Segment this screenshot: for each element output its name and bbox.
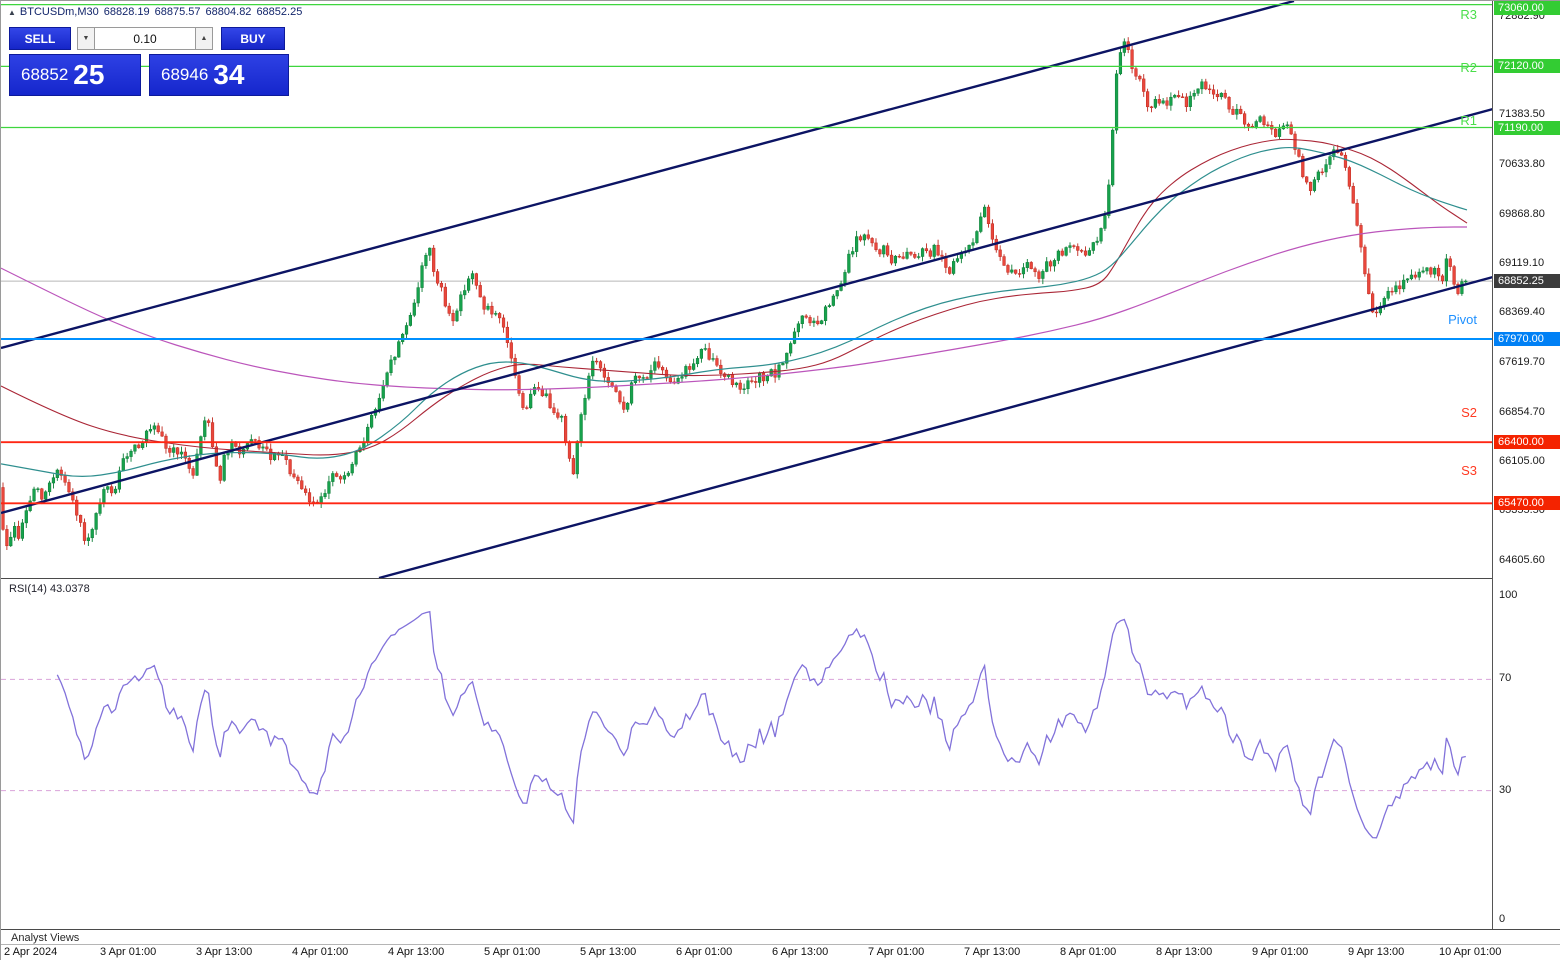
price-rsi-splitter[interactable]	[1, 578, 1560, 579]
ma-red-slow	[1, 138, 1468, 456]
time-label: 3 Apr 13:00	[196, 946, 253, 958]
level-badge-r1: 71190.00	[1494, 120, 1560, 135]
candles	[1, 37, 1468, 550]
trend-channel-line	[1, 107, 1493, 515]
bar-low: 68804.82	[205, 6, 252, 18]
buy-price-button[interactable]: 68946 34	[149, 54, 289, 96]
level-badge-s2: 66400.00	[1494, 435, 1560, 450]
bottom-bar: Analyst Views 2 Apr 2024 3 Apr 01:00 3 Apr…	[1, 930, 1560, 961]
level-badge-pivot: 67970.00	[1494, 332, 1560, 346]
time-axis: 2 Apr 2024 3 Apr 01:00 3 Apr 13:00 4 Apr 01…	[1, 946, 1560, 961]
trend-channel-line	[1, 1, 1295, 350]
price-tick: 66105.00	[1499, 455, 1545, 468]
rsi-line	[56, 610, 1466, 839]
time-label: 4 Apr 01:00	[292, 946, 349, 958]
time-label: 8 Apr 13:00	[1156, 946, 1213, 958]
time-label: 8 Apr 01:00	[1060, 946, 1117, 958]
tab-separator	[1, 944, 1560, 945]
price-axis: 72882.90 71383.50 70633.80 69868.80 69119.10…	[1492, 1, 1560, 929]
price-tick: 67619.70	[1499, 355, 1545, 368]
bar-high: 68875.57	[154, 6, 201, 18]
symbol-timeframe: BTCUSDm,M30	[19, 6, 99, 18]
bar-open: 68828.19	[103, 6, 150, 18]
buy-price-main: 68946	[161, 65, 209, 84]
price-tick: 70633.80	[1499, 157, 1545, 170]
time-label: 7 Apr 01:00	[868, 946, 925, 958]
level-badge-s3: 65470.00	[1494, 496, 1560, 511]
sell-price-button[interactable]: 68852 25	[9, 54, 141, 96]
rsi-label: RSI(14) 43.0378	[9, 583, 90, 595]
price-tick: 64605.60	[1499, 553, 1545, 566]
chart-title: ▲ BTCUSDm,M30 68828.19 68875.57 68804.82 6885…	[8, 6, 302, 18]
time-label: 4 Apr 13:00	[388, 946, 445, 958]
ma-magenta-slowest	[1, 226, 1467, 391]
rsi-tick: 100	[1499, 589, 1518, 601]
sell-price-pips: 25	[73, 59, 105, 90]
price-tick: 69119.10	[1499, 257, 1545, 269]
buy-price-pips: 34	[213, 59, 245, 90]
time-label: 5 Apr 13:00	[580, 946, 637, 958]
volume-dropdown-button[interactable]: ▼	[77, 27, 95, 50]
rsi-indicator-chart[interactable]	[1, 579, 1493, 929]
time-label: 10 Apr 01:00	[1439, 946, 1502, 958]
price-tick: 66854.70	[1499, 405, 1545, 418]
time-label: 3 Apr 01:00	[100, 946, 157, 958]
time-label: 5 Apr 01:00	[484, 946, 541, 958]
ma-teal-mid	[1, 146, 1468, 477]
trend-channel-line	[378, 275, 1493, 578]
bid-price-badge: 68852.25	[1494, 274, 1560, 289]
volume-input[interactable]	[95, 27, 195, 50]
time-label: 6 Apr 13:00	[772, 946, 829, 958]
price-tick: 71383.50	[1499, 108, 1545, 121]
price-tick: 69868.80	[1499, 207, 1545, 220]
rsi-tick: 70	[1499, 672, 1512, 685]
collapse-panel-icon[interactable]: ▲	[8, 8, 16, 17]
time-label: 2 Apr 2024	[4, 946, 58, 958]
tab-analyst-views[interactable]: Analyst Views	[11, 932, 80, 944]
time-label: 6 Apr 01:00	[676, 946, 733, 958]
sell-button[interactable]: SELL	[9, 27, 71, 50]
time-label: 9 Apr 13:00	[1348, 946, 1405, 958]
rsi-bottom-splitter[interactable]	[1, 929, 1560, 930]
rsi-tick: 30	[1499, 783, 1512, 796]
buy-button[interactable]: BUY	[221, 27, 285, 50]
sell-price-main: 68852	[21, 65, 69, 84]
price-chart[interactable]	[1, 1, 1493, 578]
price-tick: 68369.40	[1499, 306, 1545, 319]
level-badge-r2: 72120.00	[1494, 59, 1560, 74]
rsi-tick: 0	[1499, 913, 1506, 925]
time-label: 9 Apr 01:00	[1252, 946, 1309, 958]
one-click-trading-panel: SELL ▼ ▲ BUY 68852 25 68946 34	[9, 27, 289, 96]
volume-increase-button[interactable]: ▲	[195, 27, 213, 50]
bar-close: 68852.25	[256, 6, 303, 18]
time-label: 7 Apr 13:00	[964, 946, 1021, 958]
level-badge-r3: 73060.00	[1494, 1, 1560, 15]
